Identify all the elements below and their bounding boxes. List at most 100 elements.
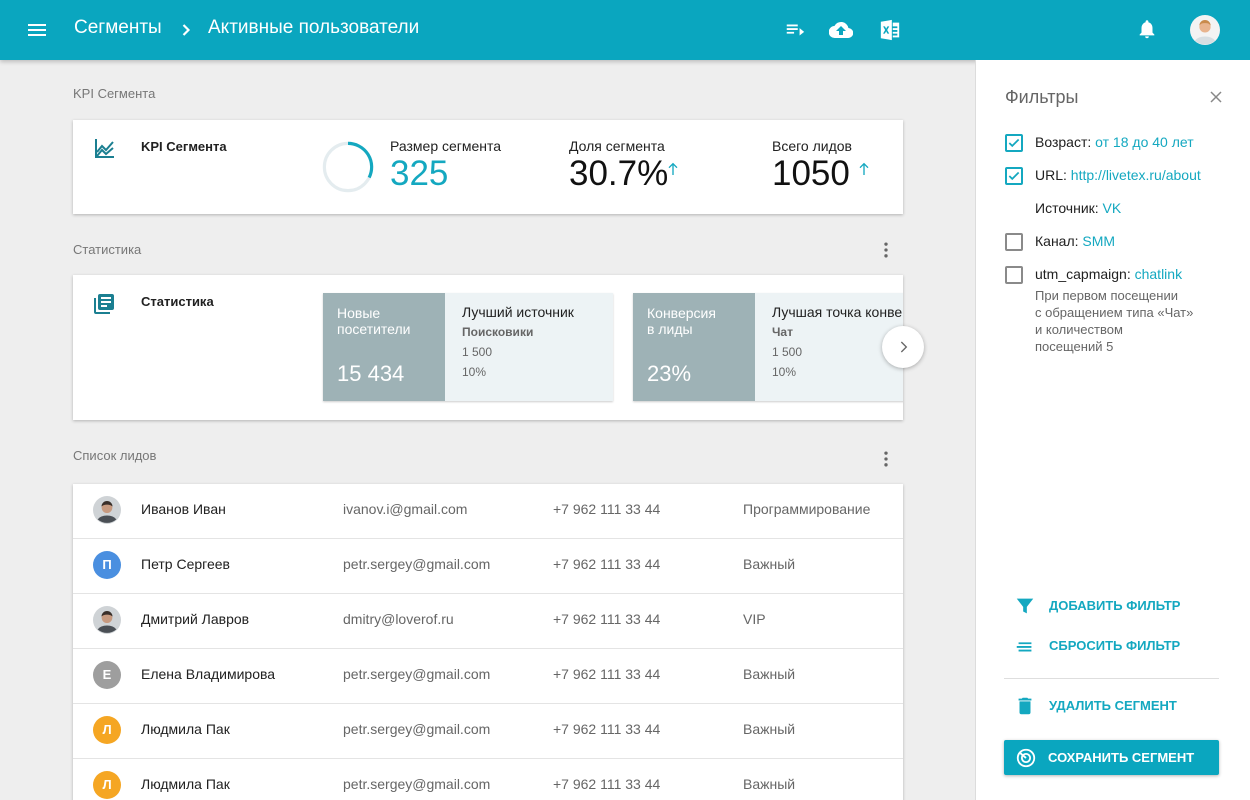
stat-detail-name: Чат	[772, 325, 793, 339]
action-icon[interactable]	[1014, 695, 1036, 717]
kpi-value: 1050	[772, 154, 850, 193]
lead-row[interactable]: Л Людмила Пак petr.sergey@gmail.com +7 962 …	[73, 704, 903, 759]
kpi-icon	[95, 139, 114, 158]
lead-email: petr.sergey@gmail.com	[343, 776, 491, 792]
lead-email: petr.sergey@gmail.com	[343, 556, 491, 572]
lead-tag: Важный	[743, 556, 796, 572]
filter-value[interactable]: chatlink	[1134, 266, 1183, 282]
lead-tag: Важный	[743, 721, 796, 737]
icon-shape	[1195, 36, 1215, 45]
icon-shape	[101, 611, 113, 617]
kpi-label: Доля сегмента	[569, 138, 665, 154]
filter-action[interactable]: СБРОСИТЬ ФИЛЬТР	[1049, 638, 1181, 653]
save-button-label: СОХРАНИТЬ СЕГМЕНТ	[1048, 750, 1195, 765]
more-icon[interactable]	[876, 240, 896, 260]
icon-shape	[859, 162, 869, 175]
breadcrumb-item: Активные пользователи	[208, 17, 420, 38]
icon-shape	[884, 254, 888, 258]
filter-action[interactable]: ДОБАВИТЬ ФИЛЬТР	[1049, 598, 1181, 613]
filter-description: посещений 5	[1035, 339, 1114, 354]
trend-up-icon	[859, 162, 869, 175]
icon-shape	[28, 24, 46, 36]
lead-tag: VIP	[743, 611, 766, 627]
icon-shape	[94, 294, 114, 314]
icon-shape	[884, 457, 888, 461]
checkbox[interactable]	[1005, 167, 1023, 185]
lead-email: petr.sergey@gmail.com	[343, 666, 491, 682]
stat-value: 15 434	[337, 361, 405, 386]
icon-shape	[101, 612, 113, 624]
notifications-icon[interactable]	[1136, 18, 1158, 40]
filter-value[interactable]: SMM	[1082, 233, 1116, 249]
lead-phone: +7 962 111 33 44	[553, 501, 661, 517]
kpi-label: Размер сегмента	[390, 138, 502, 154]
save-icon	[1016, 748, 1036, 768]
next-button[interactable]	[882, 326, 924, 368]
filter-item: Канал: SMM	[1035, 233, 1115, 249]
icon-shape	[1139, 20, 1155, 39]
lead-row[interactable]: Иванов Иван ivanov.i@gmail.com +7 962 111 …	[73, 484, 903, 539]
check-mark	[1008, 138, 1020, 148]
close-icon[interactable]	[1206, 87, 1226, 107]
icon-shape	[1016, 642, 1032, 652]
icon-shape	[1016, 748, 1036, 768]
lead-name: Людмила Пак	[141, 776, 230, 792]
filter-label: Возраст:	[1035, 134, 1092, 150]
filter-description: При первом посещении	[1035, 288, 1178, 303]
icon-shape	[1199, 20, 1211, 26]
lead-row[interactable]: Е Елена Владимирова petr.sergey@gmail.com +…	[73, 649, 903, 704]
kpi-value: 30.7%	[569, 154, 669, 193]
checkbox[interactable]	[1005, 266, 1023, 284]
icon-shape	[182, 24, 191, 36]
save-button[interactable]: СОХРАНИТЬ СЕГМЕНТ	[1004, 740, 1219, 775]
lead-tag: Важный	[743, 776, 796, 792]
icon-shape	[101, 501, 113, 507]
icon-shape	[786, 24, 805, 36]
avatar: Л	[93, 716, 121, 744]
user-avatar[interactable]	[1190, 15, 1220, 45]
playlist-icon[interactable]	[784, 19, 806, 41]
filter-value[interactable]: от 18 до 40 лет	[1095, 134, 1194, 150]
icon-shape	[900, 341, 908, 353]
filter-title: Фильтры	[1005, 87, 1079, 107]
lead-phone: +7 962 111 33 44	[553, 776, 661, 792]
action-icon[interactable]	[1014, 595, 1036, 617]
lead-name: Петр Сергеев	[141, 556, 230, 572]
breadcrumb-chevron	[182, 24, 191, 36]
kpi-label: Всего лидов	[772, 138, 852, 154]
upload-icon[interactable]	[829, 18, 853, 42]
icon-shape	[884, 242, 888, 246]
checkbox[interactable]	[1005, 233, 1023, 251]
icon-shape	[97, 625, 117, 633]
icon-shape	[347, 141, 374, 179]
progress-ring	[322, 141, 374, 193]
more-icon[interactable]	[876, 449, 896, 469]
check-mark	[1008, 171, 1020, 181]
checkbox[interactable]	[1005, 134, 1023, 152]
chevron-right-icon	[900, 341, 908, 353]
lead-row[interactable]: Дмитрий Лавров dmitry@loverof.ru +7 962 11…	[73, 594, 903, 649]
stat-tile: Конверсия в лиды 23% Лучшая точка конве Чат…	[633, 293, 903, 401]
filter-action[interactable]: УДАЛИТЬ СЕГМЕНТ	[1049, 698, 1177, 713]
breadcrumb-item[interactable]: Сегменты	[74, 17, 162, 38]
lead-row[interactable]: П Петр Сергеев petr.sergey@gmail.com +7 962…	[73, 539, 903, 594]
kpi-card-title: KPI Сегмента	[141, 139, 227, 154]
filter-value[interactable]: VK	[1102, 200, 1122, 216]
filter-label: utm_capmaign:	[1035, 266, 1131, 282]
icon-shape	[1008, 138, 1020, 148]
menu-icon[interactable]	[25, 18, 49, 42]
lead-name: Дмитрий Лавров	[141, 611, 250, 627]
icon-shape	[884, 248, 888, 252]
filter-description: с обращением типа «Чат»	[1035, 305, 1194, 320]
filter-label: URL:	[1035, 167, 1067, 183]
filter-value[interactable]: http://livetex.ru/about	[1070, 167, 1201, 183]
stat-value: 23%	[647, 361, 692, 386]
action-icon[interactable]	[1014, 635, 1036, 657]
excel-icon[interactable]	[879, 19, 901, 41]
stat-detail-count: 1 500	[772, 345, 803, 359]
avatar: Л	[93, 771, 121, 799]
statistics-card-title: Статистика	[141, 294, 214, 309]
stat-detail-share: 10%	[772, 365, 797, 379]
lead-row[interactable]: Л Людмила Пак petr.sergey@gmail.com +7 962 …	[73, 759, 903, 800]
